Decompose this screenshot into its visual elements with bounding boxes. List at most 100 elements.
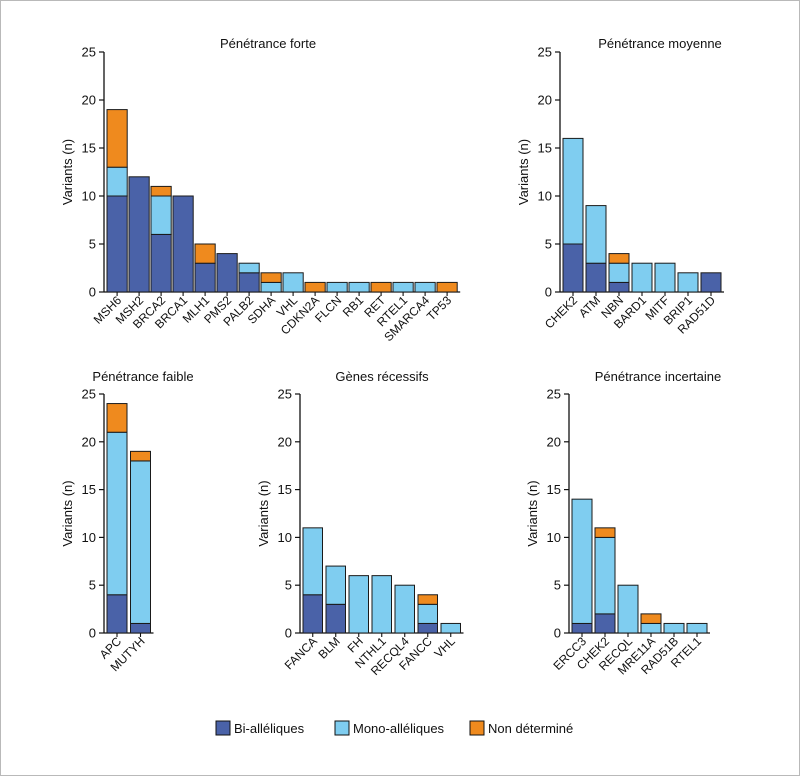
category-label: RB1 (340, 293, 367, 320)
bar-mlh1-bi-alleliques (194, 262, 216, 293)
bar-rtel1-mono-alleliques (686, 622, 708, 634)
bar-fancc-mono-alleliques (417, 603, 438, 624)
panel-title: Pénétrance faible (92, 369, 193, 384)
bar-msh6-non-determine (106, 109, 128, 168)
bar-nbn-bi-alleliques (608, 281, 630, 293)
y-axis-label: Variants (n) (256, 480, 271, 546)
category-label: ATM (576, 293, 603, 320)
bar-chek2-bi-alleliques (562, 243, 584, 293)
bar-chek2-mono-alleliques (562, 137, 584, 245)
bar-mutyh-bi-alleliques (130, 622, 151, 634)
bar-bard1-mono-alleliques (631, 262, 653, 293)
category-label: BLM (316, 634, 343, 661)
category-label: TP53 (424, 293, 454, 323)
bar-cdkn2a-non-determine (304, 281, 326, 293)
bar-brip1-mono-alleliques (677, 272, 699, 293)
bar-mre11a-non-determine (640, 613, 662, 624)
bar-brca1-bi-alleliques (172, 195, 194, 293)
bar-flcn-mono-alleliques (326, 281, 348, 293)
y-tick-label: 20 (278, 434, 292, 449)
bar-msh2-bi-alleliques (128, 176, 150, 293)
bar-vhl-mono-alleliques (282, 272, 304, 293)
y-tick-label: 25 (547, 387, 561, 402)
bar-apc-non-determine (106, 403, 128, 433)
y-tick-label: 0 (285, 626, 292, 641)
bar-apc-mono-alleliques (106, 431, 128, 596)
bar-apc-bi-alleliques (106, 594, 128, 634)
bar-fanca-mono-alleliques (302, 527, 323, 596)
y-tick-label: 25 (538, 45, 552, 60)
bar-recql-mono-alleliques (617, 584, 639, 634)
legend: Bi-alléliques Mono-alléliques Non déterm… (215, 720, 573, 736)
y-tick-label: 20 (82, 93, 96, 108)
y-tick-label: 25 (82, 387, 96, 402)
bar-vhl-mono-alleliques (440, 622, 461, 634)
y-axis-label: Variants (n) (525, 480, 540, 546)
y-tick-label: 10 (278, 530, 292, 545)
bar-blm-bi-alleliques (325, 603, 346, 634)
y-tick-label: 15 (82, 482, 96, 497)
bar-palb2-mono-alleliques (238, 262, 260, 274)
bar-nthl1-mono-alleliques (371, 575, 392, 634)
y-tick-label: 25 (278, 387, 292, 402)
y-tick-label: 20 (82, 434, 96, 449)
bar-blm-mono-alleliques (325, 565, 346, 605)
bar-tp53-non-determine (436, 281, 458, 293)
panel-title: Pénétrance moyenne (598, 36, 722, 51)
panel-title: Pénétrance incertaine (595, 369, 721, 384)
y-axis-label: Variants (n) (516, 139, 531, 205)
bar-ercc3-mono-alleliques (571, 498, 593, 624)
y-tick-label: 5 (89, 578, 96, 593)
bar-msh6-mono-alleliques (106, 166, 128, 197)
bar-smarca4-mono-alleliques (414, 281, 436, 293)
y-tick-label: 20 (547, 434, 561, 449)
bar-chek2-mono-alleliques (594, 536, 616, 615)
category-label: VHL (431, 634, 458, 661)
bar-msh6-bi-alleliques (106, 195, 128, 293)
y-axis-label: Variants (n) (60, 480, 75, 546)
bar-nbn-non-determine (608, 253, 630, 264)
legend-swatch-non-determine (469, 720, 485, 736)
bar-sdha-non-determine (260, 272, 282, 283)
bar-fancc-non-determine (417, 594, 438, 605)
y-tick-label: 5 (89, 237, 96, 252)
legend-label-mono-alleliques: Mono-alléliques (353, 721, 445, 736)
bar-mutyh-mono-alleliques (130, 460, 151, 624)
y-tick-label: 0 (554, 626, 561, 641)
bar-fanca-bi-alleliques (302, 594, 323, 634)
y-tick-label: 15 (278, 482, 292, 497)
y-tick-label: 5 (554, 578, 561, 593)
bar-palb2-bi-alleliques (238, 272, 260, 293)
bar-fancc-bi-alleliques (417, 622, 438, 634)
y-tick-label: 10 (82, 530, 96, 545)
bar-brca2-non-determine (150, 185, 172, 197)
y-tick-label: 15 (538, 141, 552, 156)
legend-label-bi-alleliques: Bi-alléliques (234, 721, 305, 736)
bar-brca2-bi-alleliques (150, 233, 172, 293)
y-tick-label: 0 (89, 626, 96, 641)
panel-penetrance-moyenne: Pénétrance moyenne Variants (n) 0 5 10 15 20 25… (516, 36, 724, 337)
bar-atm-bi-alleliques (585, 262, 607, 293)
y-tick-label: 25 (82, 45, 96, 60)
y-tick-label: 15 (547, 482, 561, 497)
bar-ercc3-bi-alleliques (571, 622, 593, 634)
legend-swatch-mono-alleliques (334, 720, 350, 736)
panel-penetrance-incertaine: Pénétrance incertaine Variants (n) 0 5 10 15 2… (525, 369, 721, 677)
panel-title: Gènes récessifs (335, 369, 429, 384)
bar-mlh1-non-determine (194, 243, 216, 264)
y-tick-label: 10 (538, 189, 552, 204)
y-tick-label: 10 (82, 189, 96, 204)
bar-rad51b-mono-alleliques (663, 622, 685, 634)
legend-swatch-bi-alleliques (215, 720, 231, 736)
panel-title: Pénétrance forte (220, 36, 316, 51)
bar-rtel1-mono-alleliques (392, 281, 414, 293)
y-tick-label: 20 (538, 93, 552, 108)
bar-chek2-bi-alleliques (594, 613, 616, 634)
legend-label-non-determine: Non déterminé (488, 721, 573, 736)
y-axis-label: Variants (n) (60, 139, 75, 205)
bar-mitf-mono-alleliques (654, 262, 676, 293)
